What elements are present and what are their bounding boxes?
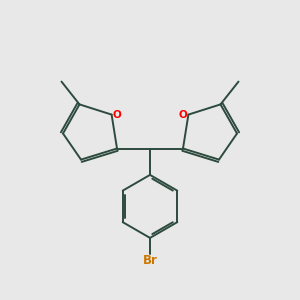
Text: O: O	[178, 110, 188, 120]
Text: O: O	[112, 110, 122, 120]
Text: Br: Br	[142, 254, 158, 267]
